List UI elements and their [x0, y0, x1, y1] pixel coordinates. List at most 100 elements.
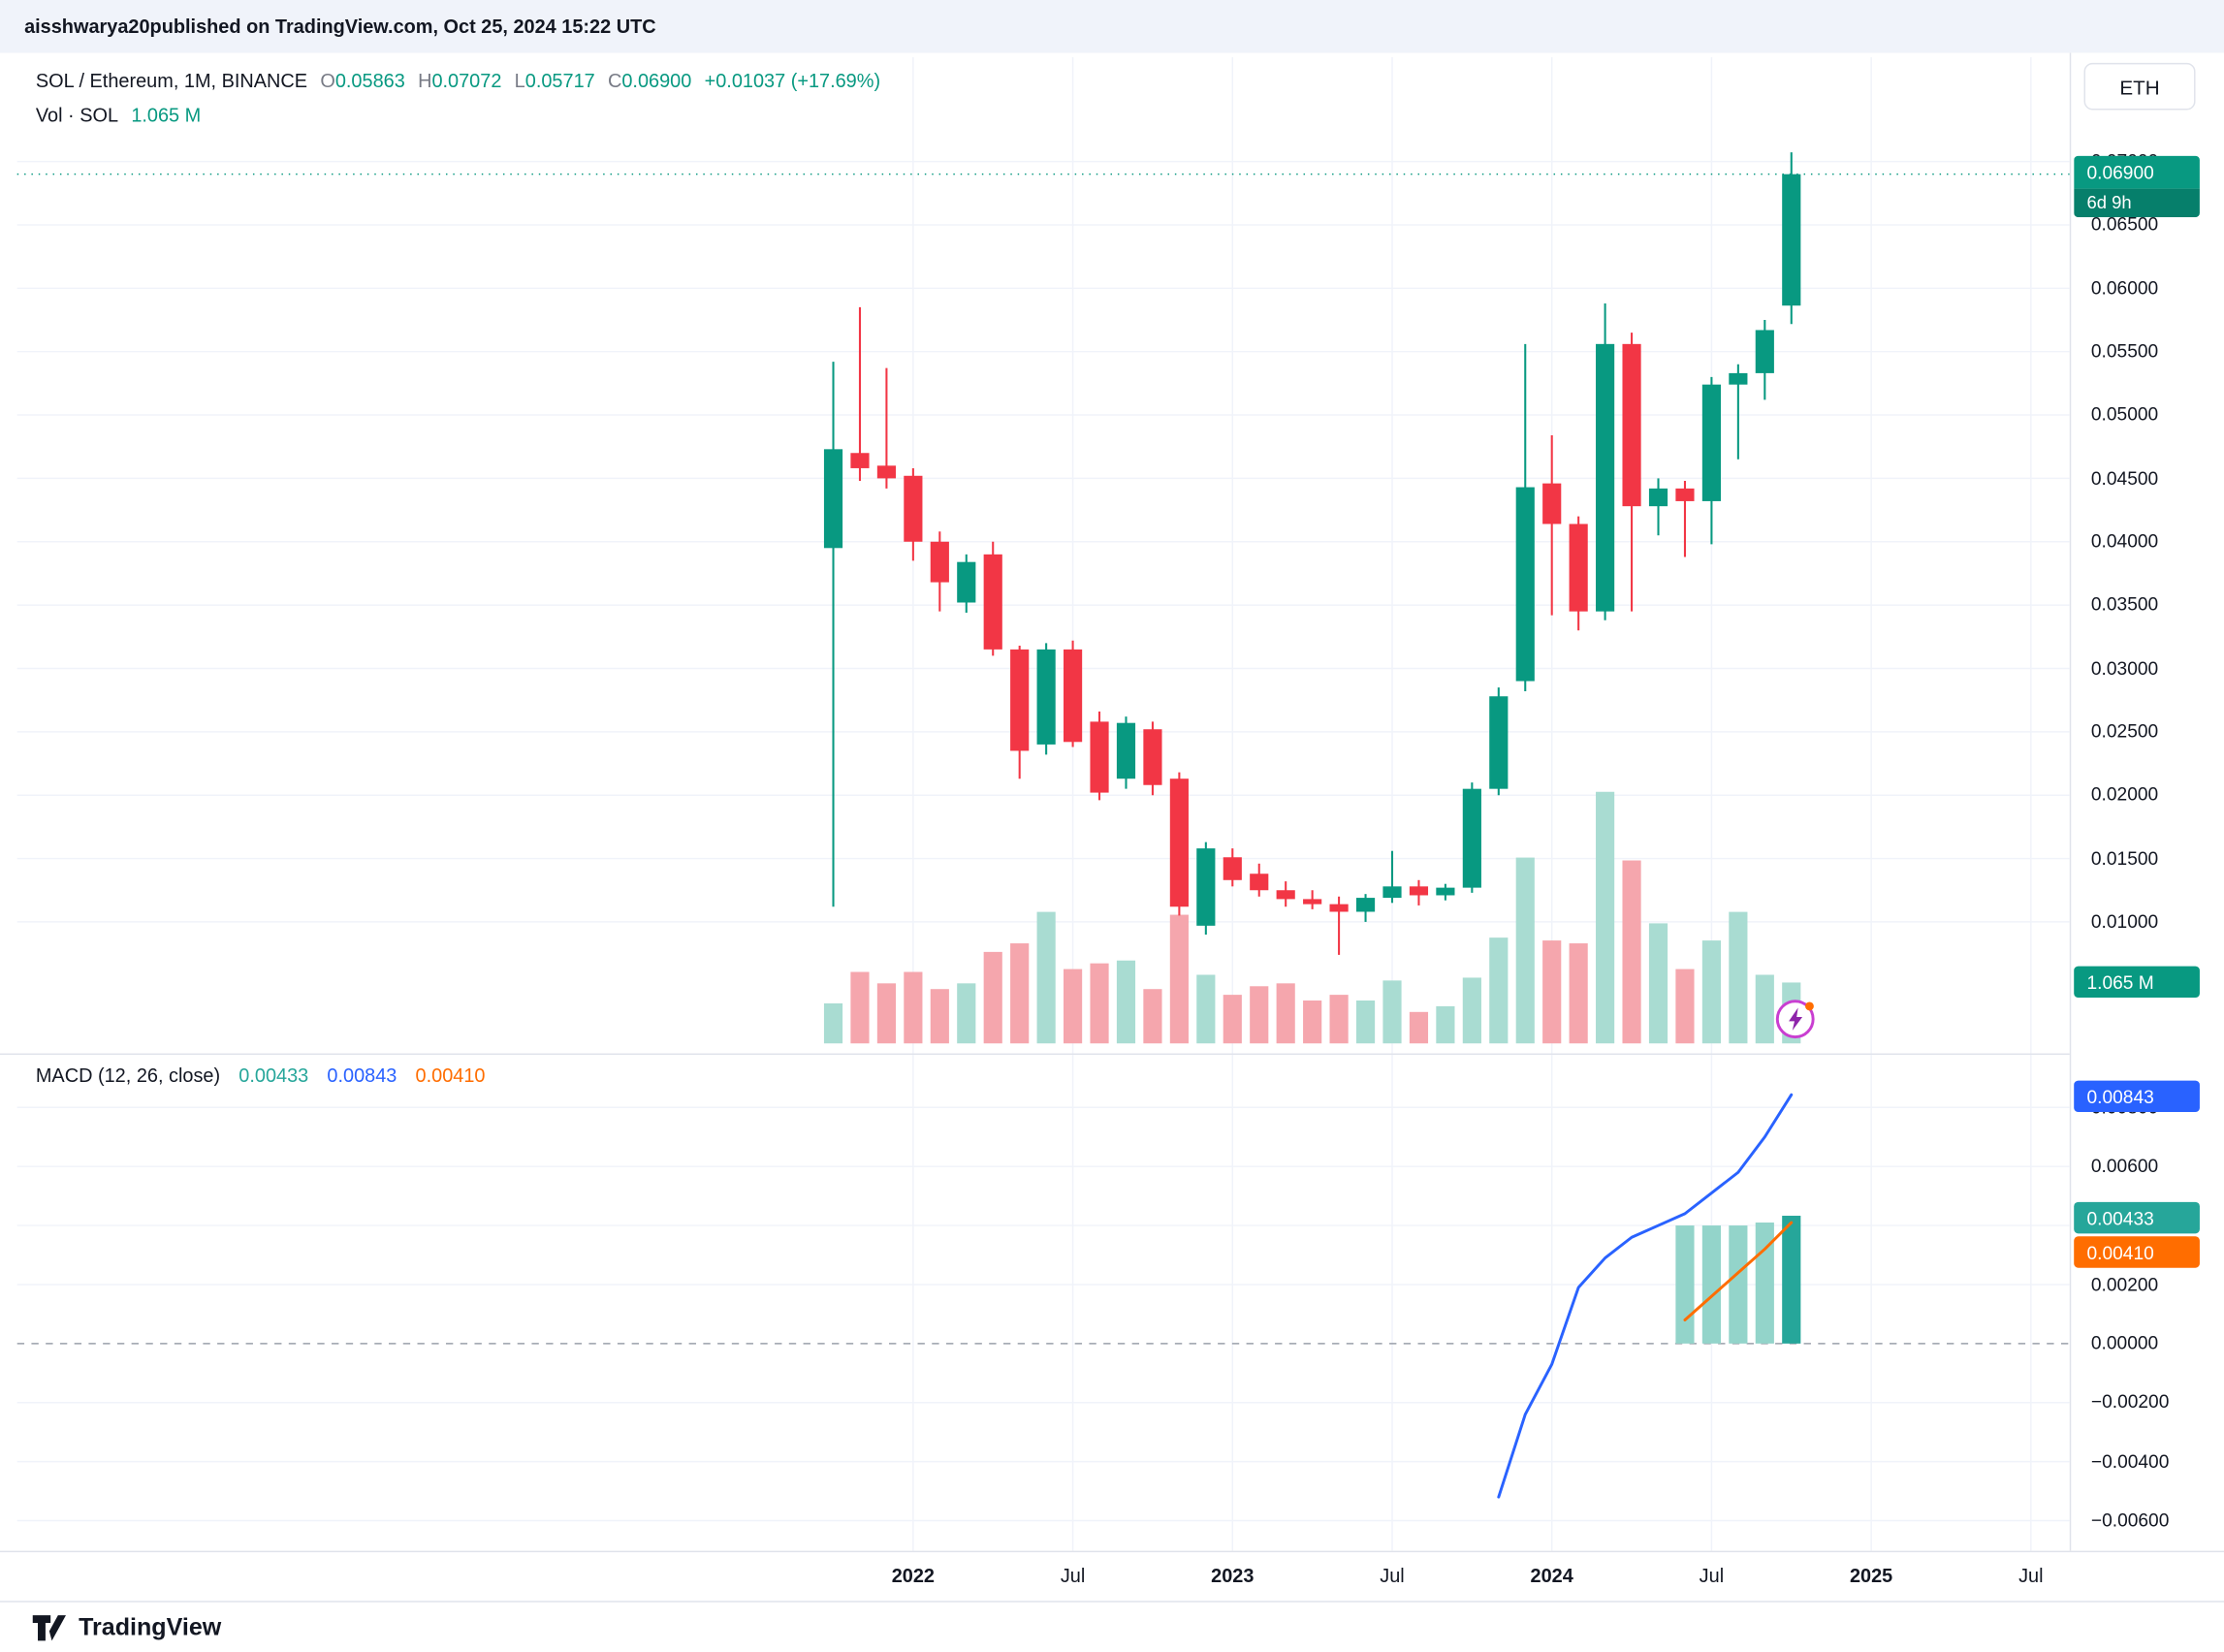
time-axis-label: 2023 [1211, 1565, 1255, 1587]
candle [850, 453, 870, 468]
volume-bar [1036, 911, 1056, 1044]
volume-bar [1436, 1005, 1455, 1044]
price-scale-label: 0.06000 [2090, 276, 2159, 299]
candle [1276, 890, 1295, 900]
volume-bar [1569, 943, 1588, 1044]
candle [1090, 721, 1109, 793]
volume-bar [1729, 911, 1748, 1044]
volume-bar [1276, 983, 1295, 1044]
price-scale[interactable]: −0.00600 −0.00400 −0.00200 0.00000 0.00200 0.… [2069, 52, 2224, 1551]
macd-histogram-bar [1701, 1225, 1721, 1344]
time-axis-label: Jul [1060, 1565, 1086, 1587]
macd-histogram-bar [1675, 1225, 1695, 1344]
volume-value-badge: 1.065 M [2074, 966, 2200, 999]
bar-countdown: 6d 9h [2074, 188, 2200, 218]
current-price-value: 0.06900 [2074, 155, 2200, 189]
volume-bar [1596, 791, 1615, 1044]
candle [1010, 649, 1030, 751]
volume-bar [1090, 963, 1109, 1044]
volume-bar [1701, 940, 1721, 1044]
macd-scale-label: −0.00600 [2090, 1509, 2170, 1531]
macd-scale-label: 0.00000 [2090, 1332, 2159, 1354]
volume-bar [957, 983, 976, 1044]
volume-bar [1010, 943, 1030, 1044]
volume-legend: Vol · SOL 1.065 M [36, 105, 201, 126]
candle [1462, 788, 1481, 888]
candle [1223, 857, 1242, 880]
candle [823, 449, 843, 549]
time-axis-label: 2024 [1530, 1565, 1573, 1587]
volume-value: 1.065 M [131, 104, 202, 126]
ohlc-high: H 0.07072 [418, 70, 502, 92]
volume-bar [1223, 995, 1242, 1044]
macd-scale-label: 0.00200 [2090, 1273, 2159, 1295]
candle [1436, 887, 1455, 896]
ohlc-close: C 0.06900 [607, 70, 692, 92]
macd-line-value: 0.00843 [327, 1064, 397, 1087]
macd-line-badge: 0.00843 [2074, 1080, 2200, 1113]
time-axis-label: 2022 [891, 1565, 936, 1587]
volume-bar [1329, 995, 1349, 1044]
volume-label: Vol · SOL [35, 104, 119, 126]
macd-scale-label: −0.00200 [2090, 1390, 2170, 1414]
volume-bar [1648, 923, 1668, 1044]
volume-bar [876, 983, 897, 1044]
price-scale-label: 0.02000 [2090, 783, 2159, 806]
candle [1675, 488, 1695, 501]
ohlc-low: L 0.05717 [514, 70, 595, 92]
price-scale-label: 0.06500 [2090, 213, 2159, 236]
macd-histogram-bar [1729, 1225, 1748, 1344]
price-scale-label: 0.02500 [2090, 720, 2159, 743]
macd-histogram-badge: 0.00433 [2074, 1201, 2200, 1234]
time-axis-label: Jul [1699, 1565, 1725, 1587]
volume-bar [1382, 980, 1402, 1044]
time-axis-label: Jul [2018, 1565, 2044, 1587]
macd-scale-label: −0.00400 [2090, 1449, 2170, 1472]
chart-canvas[interactable] [0, 0, 2070, 1551]
candle [1303, 899, 1322, 905]
symbol-title[interactable]: SOL / Ethereum, 1M, BINANCE [35, 70, 308, 92]
candle [1489, 696, 1509, 789]
candle [1250, 874, 1269, 891]
price-scale-label: 0.04500 [2090, 466, 2159, 489]
volume-bar [1116, 960, 1136, 1044]
price-scale-label: 0.01500 [2090, 846, 2159, 869]
lightning-badge-icon [1774, 998, 1817, 1040]
macd-line [1497, 1093, 1794, 1499]
candle [1196, 848, 1216, 926]
brand-name[interactable]: TradingView [79, 1613, 222, 1641]
quote-currency-eth-button[interactable]: ETH [2083, 62, 2196, 111]
current-price-badge: 0.06900 6d 9h [2074, 155, 2200, 218]
volume-bar [1169, 914, 1189, 1044]
macd-signal-value: 0.00410 [415, 1064, 486, 1087]
macd-histogram-value: 0.00433 [238, 1064, 309, 1087]
macd-scale-label: 0.00600 [2090, 1155, 2159, 1177]
volume-bar [1489, 937, 1509, 1044]
pane-separator[interactable] [0, 1053, 2224, 1056]
ohlc-change: +0.01037 (+17.69%) [704, 70, 881, 92]
price-scale-label: 0.03000 [2090, 656, 2159, 679]
macd-title[interactable]: MACD (12, 26, close) [35, 1064, 221, 1087]
volume-bar [1515, 857, 1535, 1044]
volume-bar [1063, 969, 1083, 1044]
price-scale-label: 0.01000 [2090, 910, 2159, 933]
candle [1063, 649, 1083, 743]
candle [1622, 343, 1641, 507]
volume-bar [1755, 974, 1774, 1044]
time-axis-label: Jul [1380, 1565, 1405, 1587]
ohlc-open: O 0.05863 [320, 70, 405, 92]
macd-signal-line [1683, 1221, 1794, 1321]
candle [1409, 886, 1429, 896]
volume-bar [850, 971, 870, 1044]
candle [1515, 487, 1535, 682]
volume-bar [1675, 969, 1695, 1044]
candle [876, 465, 897, 479]
volume-bar [823, 1002, 843, 1044]
time-axis-label: 2025 [1849, 1565, 1893, 1587]
candle [1169, 778, 1189, 907]
time-axis[interactable]: 2022 Jul 2023 Jul 2024 Jul 2025 Jul [0, 1550, 2224, 1603]
candle [1648, 488, 1668, 507]
candle [930, 541, 949, 583]
